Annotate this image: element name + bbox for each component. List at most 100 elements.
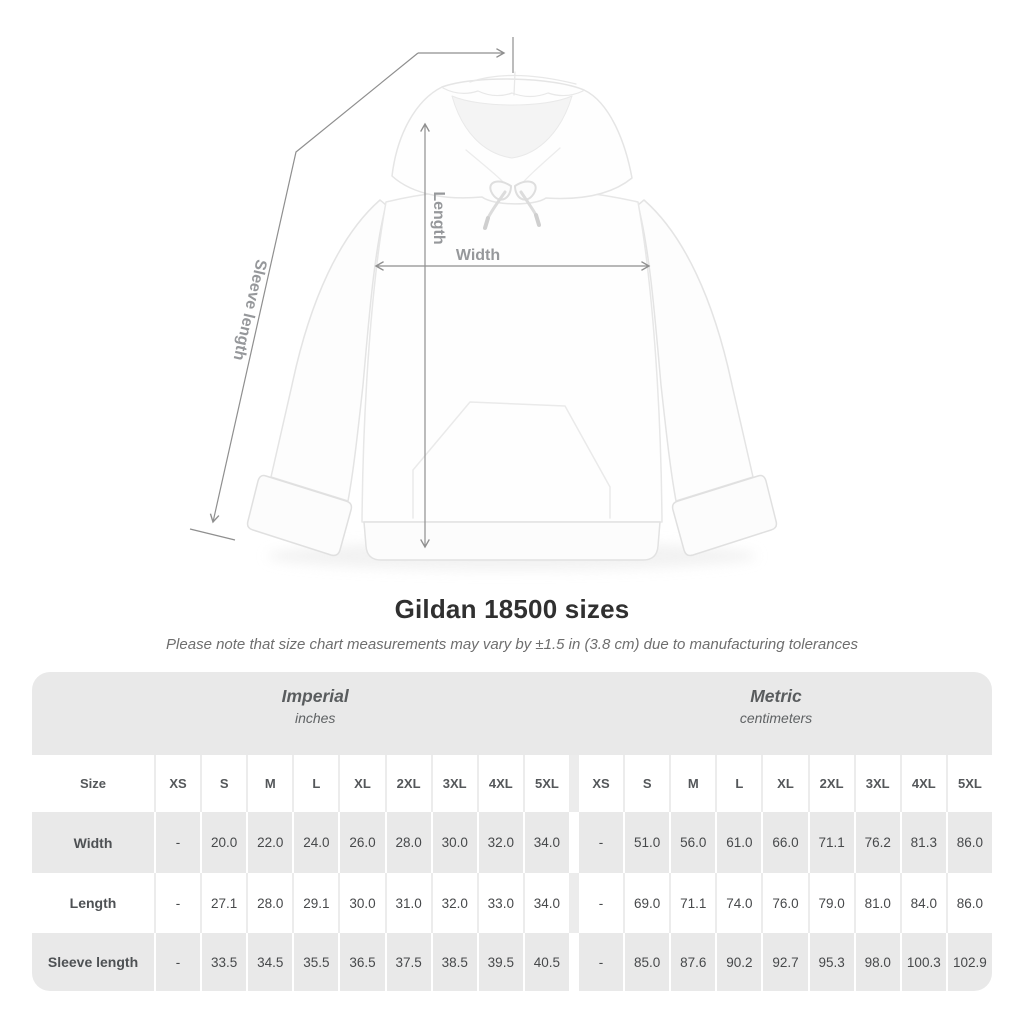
measurement-cell: 39.5 [478,933,523,991]
page-title: Gildan 18500 sizes [394,594,630,624]
hood-collar-wave [442,87,584,98]
drawstring-right [519,190,538,217]
measurement-cell: 22.0 [248,812,293,873]
measurement-cell: 37.5 [386,933,431,991]
measurement-cell: 81.0 [855,873,900,933]
measurement-cell: 90.2 [717,933,762,991]
unit-header-band: Imperial inches Metric centimeters [32,672,992,755]
measurement-cell: - [156,812,201,873]
measurement-cell: 61.0 [717,812,762,873]
size-col-header: S [202,755,247,812]
imperial-unit: inches [294,710,336,726]
measurement-cell: 35.5 [294,933,339,991]
measurement-cell: 30.0 [432,812,477,873]
width-row: Width -20.0 22.0 24.0 26.0 28.0 30.0 32.0 34.0-… [32,812,992,873]
group-divider [571,812,577,873]
measurement-cell: - [156,873,201,933]
hoodie-measurement-diagram: Sleeve length Length Width [189,37,778,570]
measurement-cell: 30.0 [340,873,385,933]
size-col-header: L [294,755,339,812]
size-col-header: 4XL [901,755,946,812]
group-divider [571,933,577,991]
measurement-cell: 102.9 [947,933,992,991]
size-col-header: 4XL [478,755,523,812]
size-col-header: 2XL [386,755,431,812]
measurement-cell: 98.0 [855,933,900,991]
measurement-cell: 34.0 [524,873,569,933]
measurement-cell: 76.2 [855,812,900,873]
length-label: Length [430,191,447,244]
measurement-cell: 20.0 [202,812,247,873]
measurement-cell: 26.0 [340,812,385,873]
width-label: Width [456,247,500,264]
measurement-cell: 100.3 [901,933,946,991]
size-header-row: Size XS S M L XL 2XL 3XL 4XL 5XL XS S M L XL 2XL 3XL 4XL… [32,755,992,812]
measurement-cell: 34.5 [248,933,293,991]
measurement-cell: 95.3 [809,933,854,991]
measurement-cell: 85.0 [625,933,670,991]
measurement-cell: 28.0 [248,873,293,933]
measurement-cell: 27.1 [202,873,247,933]
measurement-cell: 69.0 [625,873,670,933]
measurement-cell: 56.0 [671,812,716,873]
size-col-header: L [717,755,762,812]
measurement-cell: 51.0 [625,812,670,873]
size-col-header: 5XL [947,755,992,812]
size-table: Imperial inches Metric centimeters Size … [32,672,992,991]
size-col-header: 3XL [855,755,900,812]
measurement-cell: 34.0 [524,812,569,873]
measurement-cell: 28.0 [386,812,431,873]
imperial-header: Imperial inches [282,686,349,726]
size-col-header: S [625,755,670,812]
hood-back-edge [469,71,577,96]
measurement-cell: 33.5 [202,933,247,991]
imperial-name: Imperial [281,686,349,706]
length-row: Length -27.1 28.0 29.1 30.0 31.0 32.0 33.0 34.0… [32,873,992,933]
group-divider [571,873,577,933]
size-col-header: XS [156,755,201,812]
measurement-lines [189,37,651,549]
measurement-cell: 71.1 [809,812,854,873]
measurement-cell: 40.5 [524,933,569,991]
measurement-cell: - [156,933,201,991]
size-col-header: M [671,755,716,812]
measurement-cell: 71.1 [671,873,716,933]
measurement-cell: 86.0 [947,812,992,873]
measurement-cell: - [578,933,624,991]
measurement-cell: 24.0 [294,812,339,873]
sleeve-length-label: Sleeve length [230,258,270,362]
group-divider [571,755,577,812]
measurement-cell: - [578,812,624,873]
size-col-header: 5XL [524,755,569,812]
measurement-cell: 31.0 [386,873,431,933]
hood-opening [451,95,573,159]
measurement-cell: 79.0 [809,873,854,933]
measurement-cell: 33.0 [478,873,523,933]
metric-name: Metric [750,686,802,706]
measurement-cell: 32.0 [432,873,477,933]
size-col-header: M [248,755,293,812]
width-row-label: Width [32,812,154,873]
size-col-header: XL [763,755,808,812]
sleeve-length-row: Sleeve length -33.5 34.5 35.5 36.5 37.5 38.5 3… [32,933,992,991]
metric-header: Metric centimeters [740,686,812,726]
sleeve-arrow-diagonal [209,52,419,524]
measurement-cell: 32.0 [478,812,523,873]
measurement-cell: 84.0 [901,873,946,933]
length-row-label: Length [32,873,154,933]
sleeve-end-tick [189,528,236,541]
size-col-header: 2XL [809,755,854,812]
measurement-cell: 92.7 [763,933,808,991]
size-col-header: 3XL [432,755,477,812]
measurement-cell: 38.5 [432,933,477,991]
measurement-cell: - [578,873,624,933]
hoodie-hem [363,521,661,561]
hoodie-pocket [412,401,611,519]
size-row-label: Size [32,755,154,812]
measurement-cell: 74.0 [717,873,762,933]
size-col-header: XL [340,755,385,812]
hoodie-illustration [246,71,778,570]
metric-unit: centimeters [739,710,813,726]
measurement-cell: 36.5 [340,933,385,991]
